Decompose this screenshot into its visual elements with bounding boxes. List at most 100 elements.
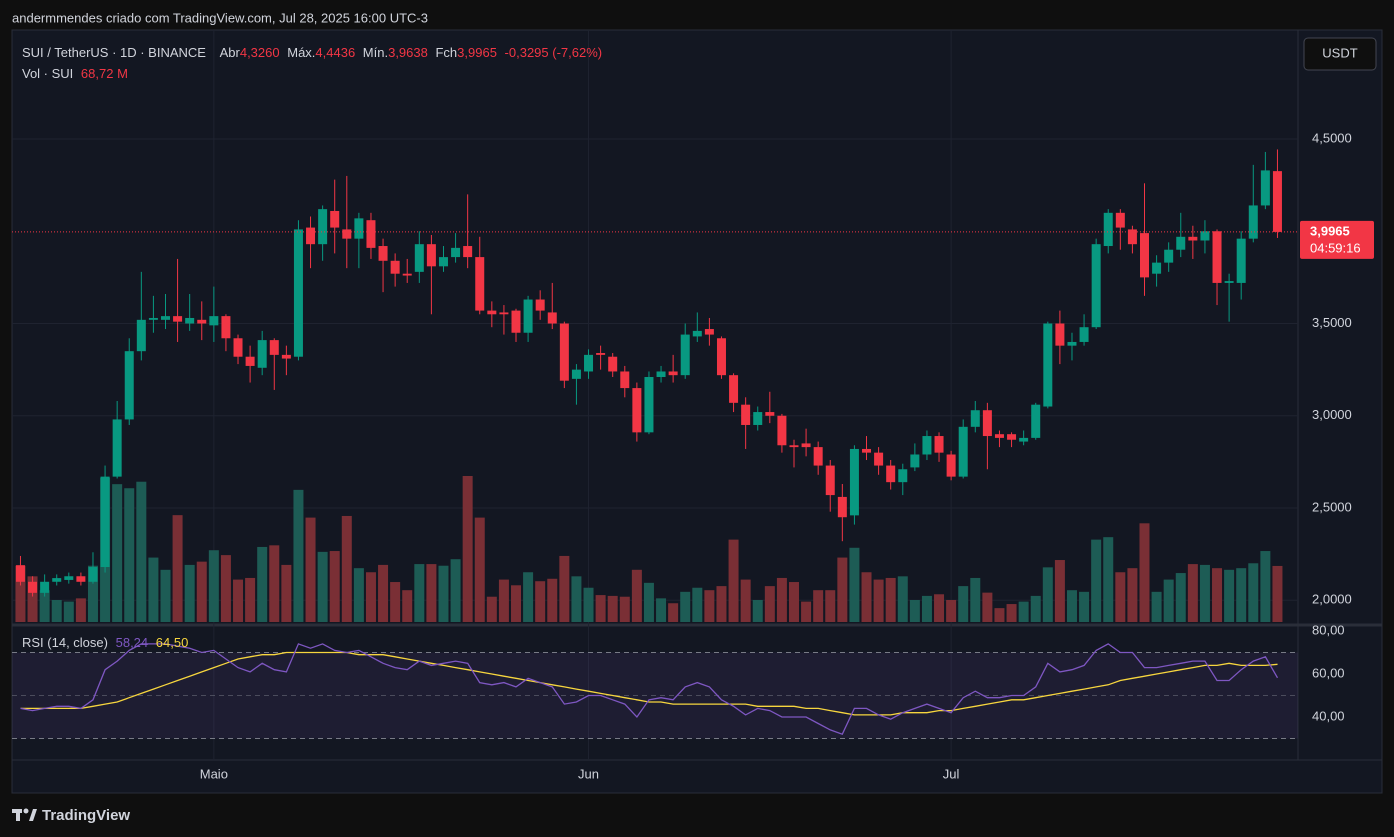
candle-body	[378, 246, 388, 261]
volume-bar	[1199, 564, 1210, 622]
candle-body	[523, 299, 533, 333]
change-value: -0,3295 (-7,62%)	[504, 45, 603, 60]
volume-bar	[136, 481, 147, 622]
currency-label[interactable]: USDT	[1322, 45, 1357, 60]
candle-body	[559, 323, 569, 381]
candle-body	[100, 476, 110, 568]
candle-body	[463, 246, 473, 258]
volume-bar	[764, 586, 775, 622]
symbol: SUI / TetherUS · 1D · BINANCE	[22, 45, 206, 60]
volume-bar	[1018, 601, 1029, 622]
rsi-ma-value: 64,50	[155, 635, 189, 650]
candle-body	[318, 209, 328, 245]
volume-bar	[293, 489, 304, 622]
volume-bar	[885, 577, 896, 622]
volume-bar	[87, 565, 98, 622]
y-tick-label: 3,5000	[1312, 315, 1352, 330]
high-label: Máx.	[287, 45, 316, 60]
candle-body	[680, 334, 690, 376]
candle-body	[704, 329, 714, 335]
candle-body	[753, 412, 763, 425]
attribution: andermmendes criado com TradingView.com,…	[12, 10, 428, 25]
candle-body	[342, 229, 352, 239]
volume-bar	[861, 572, 872, 622]
close-label: Fch	[435, 45, 458, 60]
y-tick-label: 4,5000	[1312, 130, 1352, 145]
volume-bar	[523, 572, 534, 622]
volume-bar	[450, 559, 461, 622]
candle-body	[112, 419, 122, 477]
volume-bar	[1236, 568, 1247, 622]
x-tick-label: Maio	[200, 766, 228, 781]
candle-body	[1127, 229, 1137, 245]
volume-bar	[559, 555, 570, 622]
volume-bar	[1187, 564, 1198, 622]
volume-bar	[353, 568, 364, 622]
volume-bar	[788, 582, 799, 622]
x-tick-label: Jun	[578, 766, 599, 781]
candle-body	[584, 354, 594, 372]
volume-bar	[474, 517, 485, 622]
candle-body	[354, 218, 364, 239]
volume-bar	[668, 603, 679, 622]
volume-bar	[571, 576, 582, 622]
candle-body	[366, 220, 376, 248]
candle-body	[402, 273, 412, 276]
volume-bar	[813, 590, 824, 622]
currency-button[interactable]	[1303, 37, 1377, 71]
volume-bar	[825, 590, 836, 622]
candle-body	[269, 340, 279, 355]
volume-bar	[124, 488, 135, 622]
volume-bar	[172, 515, 183, 622]
candle-body	[1236, 238, 1246, 283]
candle-body	[1079, 327, 1089, 342]
low-value: 3,9638	[388, 45, 428, 60]
volume-bar	[994, 608, 1005, 622]
candle-body	[741, 404, 751, 425]
candle-body	[209, 316, 219, 326]
y-tick-label: 2,5000	[1312, 499, 1352, 514]
volume-bar	[208, 550, 219, 622]
candle-body	[910, 454, 920, 468]
candle-body	[426, 244, 436, 267]
candle-body	[245, 356, 255, 366]
candle-body	[716, 338, 726, 376]
volume-bar	[365, 572, 376, 622]
candle-body	[1152, 262, 1162, 274]
candle-body	[414, 244, 424, 272]
candle-body	[76, 576, 86, 582]
candle-body	[922, 436, 932, 455]
candle-body	[1091, 244, 1101, 328]
volume-bar	[1115, 572, 1126, 622]
candle-body	[644, 377, 654, 433]
candle-body	[438, 257, 448, 267]
candle-body	[173, 316, 183, 322]
rsi-value: 58,24	[115, 635, 149, 650]
volume-bar	[184, 564, 195, 622]
candle-body	[729, 375, 739, 403]
candle-body	[52, 578, 62, 582]
volume-bar	[63, 601, 74, 622]
candle-body	[656, 371, 666, 378]
candle-body	[1212, 231, 1222, 283]
candle-body	[330, 210, 340, 228]
candle-body	[1031, 404, 1041, 438]
volume-bar	[1163, 579, 1174, 622]
candle-body	[547, 312, 557, 324]
volume-bar	[958, 586, 969, 622]
candle-body	[982, 410, 992, 437]
volume-bar	[1054, 560, 1065, 622]
candle-body	[837, 496, 847, 518]
volume-bar	[631, 569, 642, 622]
volume-label: Vol · SUI	[22, 66, 74, 81]
candle-body	[1055, 323, 1065, 346]
volume-bar	[547, 578, 558, 622]
candle-body	[777, 415, 787, 446]
volume-bar	[692, 587, 703, 622]
candle-body	[136, 319, 146, 352]
volume-bar	[1066, 590, 1077, 622]
volume-bar	[535, 581, 546, 622]
volume-bar	[511, 585, 522, 622]
rsi-line	[20, 643, 1279, 736]
